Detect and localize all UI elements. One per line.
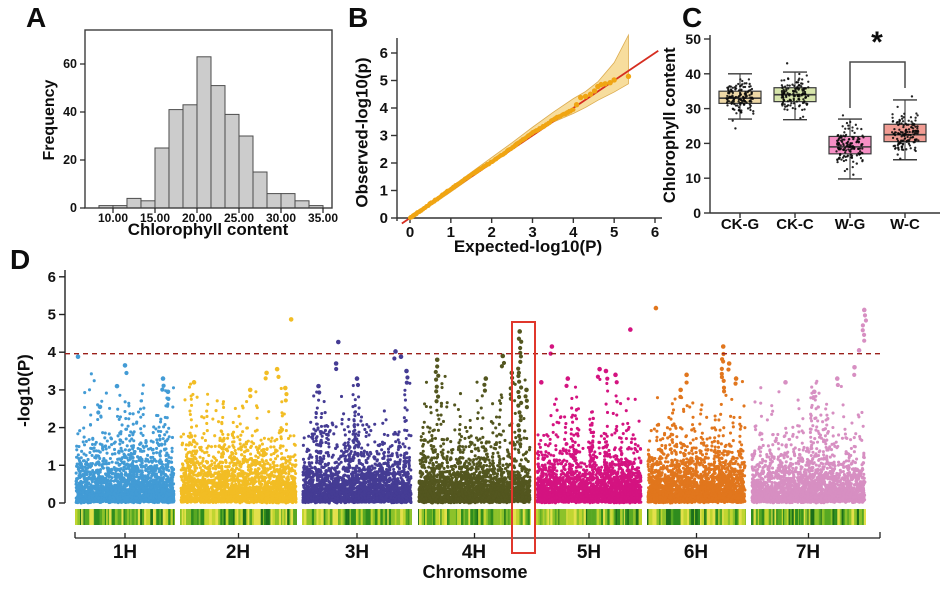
boxplot-category-ck-g: CK-G — [720, 216, 760, 233]
chromosome-label-4h: 4H — [461, 542, 487, 563]
chromosome-label-3h: 3H — [344, 542, 370, 563]
panel-a-letter: A — [26, 2, 47, 33]
panel-c-letter: C — [682, 2, 703, 33]
chromosome-label-2h: 2H — [225, 542, 251, 563]
panel-b-y-axis-label: Observed-log10(p) — [352, 57, 372, 208]
significance-star: * — [871, 26, 883, 59]
panel-d-letter: D — [10, 244, 31, 275]
boxplot-category-ck-c: CK-C — [776, 216, 814, 233]
chromosome-label-6h: 6H — [683, 542, 709, 563]
panel-a-x-axis-label: Chlorophyll content — [127, 220, 289, 239]
panel-d-x-axis-label: Chromsome — [422, 562, 528, 582]
chromosome-label-5h: 5H — [576, 542, 602, 563]
panel-b-letter: B — [348, 2, 369, 33]
chromosome-label-7h: 7H — [795, 542, 821, 563]
panel-b-x-axis-label: Expected-log10(P) — [453, 237, 603, 256]
boxplot-category-w-g: W-G — [834, 216, 866, 233]
chromosome-label-1h: 1H — [112, 542, 138, 563]
panel-c-y-axis-label: Chlorophyll content — [660, 47, 679, 204]
boxplot-category-w-c: W-C — [890, 216, 920, 233]
panel-a-y-axis-label: Frequency — [41, 79, 58, 161]
panel-d-y-axis-label: -log10(P) — [14, 354, 34, 427]
